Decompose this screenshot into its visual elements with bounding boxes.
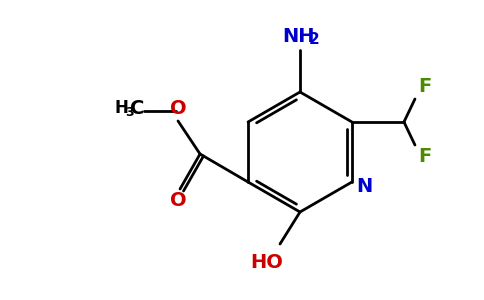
Text: F: F	[418, 148, 432, 166]
Text: 2: 2	[309, 32, 319, 47]
Text: O: O	[170, 191, 186, 211]
Text: C: C	[130, 98, 144, 118]
Text: H: H	[114, 99, 128, 117]
Text: F: F	[418, 77, 432, 97]
Text: O: O	[170, 100, 186, 118]
Text: HO: HO	[251, 253, 284, 272]
Text: N: N	[356, 176, 372, 196]
Text: 3: 3	[125, 106, 134, 118]
Text: NH: NH	[282, 26, 314, 46]
